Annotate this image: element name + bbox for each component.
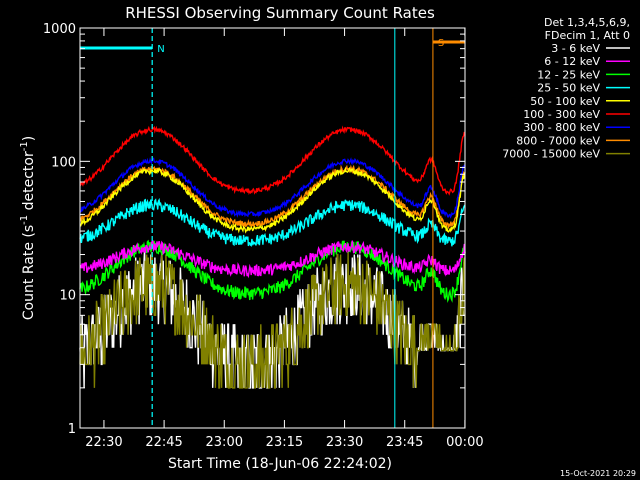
legend-entry-label: 100 - 300 keV [523, 108, 600, 121]
x-tick-label: 23:15 [266, 435, 303, 450]
legend-entry-label: 25 - 50 keV [537, 82, 600, 95]
series-curve-4 [79, 197, 466, 247]
series-curve-3 [79, 239, 466, 303]
series-curve-8 [79, 164, 466, 230]
x-tick-label: 23:45 [386, 435, 423, 450]
legend-entry-label: 12 - 25 keV [537, 68, 600, 81]
x-tick-label: 22:45 [145, 435, 182, 450]
legend-entry-label: 7000 - 15000 keV [502, 148, 600, 161]
y-tick-label: 1000 [43, 22, 76, 37]
chart-title: RHESSI Observing Summary Count Rates [125, 4, 435, 22]
annotation-label-N: N [157, 44, 164, 55]
legend-header-line: Det 1,3,4,5,6,9, [544, 16, 630, 29]
x-tick-label: 23:00 [206, 435, 243, 450]
series-curve-5 [79, 166, 466, 234]
legend-entry-label: 3 - 6 keV [551, 42, 600, 55]
x-tick-label: 23:30 [326, 435, 363, 450]
x-tick-label: 00:00 [446, 435, 483, 450]
y-tick-label: 100 [51, 155, 76, 170]
series-curve-2 [79, 240, 466, 279]
legend-entry-label: 50 - 100 keV [530, 95, 600, 108]
y-tick-label: 10 [59, 289, 76, 304]
legend-entry-label: 6 - 12 keV [544, 55, 600, 68]
y-axis-label: Count Rate (s-1 detector-1) [19, 136, 37, 320]
series-curve-9 [79, 251, 466, 389]
legend-header-line: FDecim 1, Att 0 [545, 29, 630, 42]
series-curve-7 [79, 157, 466, 219]
generation-timestamp: 15-Oct-2021 20:29 [560, 469, 636, 478]
x-tick-label: 22:30 [85, 435, 122, 450]
series-curve-6 [79, 125, 466, 196]
legend-entry-label: 300 - 800 keV [523, 121, 600, 134]
y-tick-label: 1 [68, 422, 76, 437]
legend-entry-label: 800 - 7000 keV [516, 134, 600, 147]
annotation-label-S: S [438, 38, 444, 49]
x-axis-label: Start Time (18-Jun-06 22:24:02) [168, 456, 392, 472]
plot-frame [79, 27, 466, 429]
